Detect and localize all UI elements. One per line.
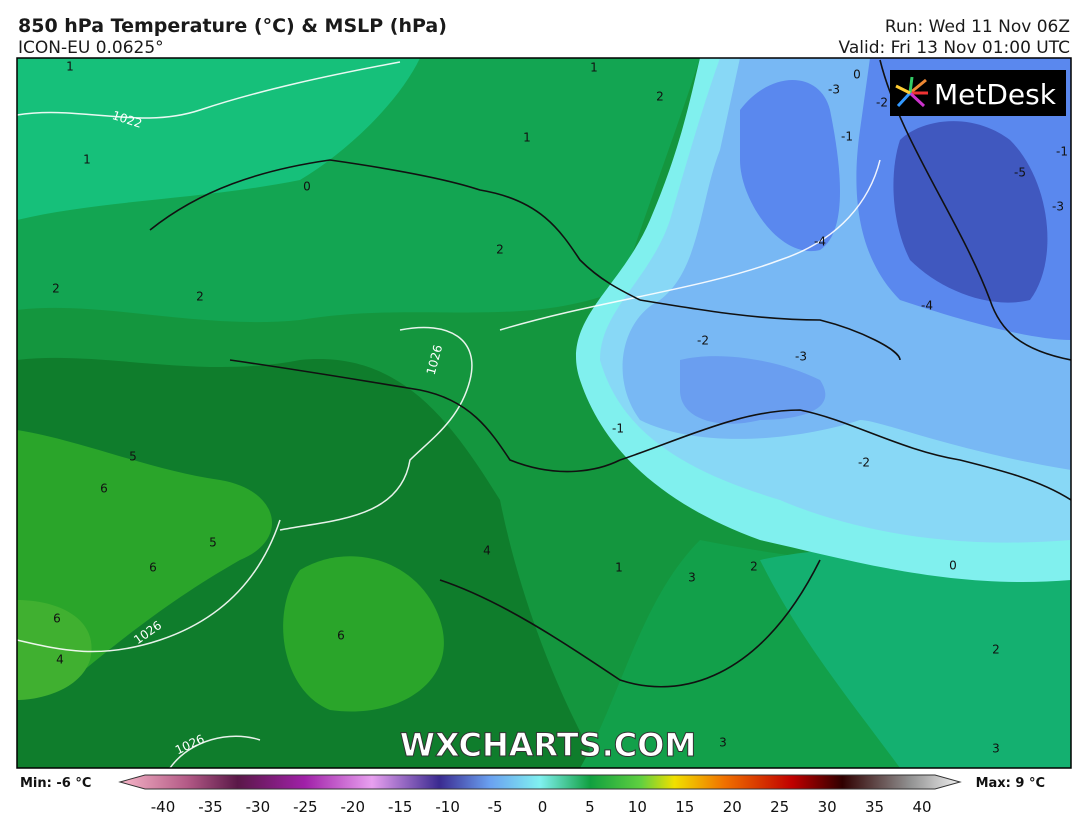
isotherm-label: -1	[1056, 145, 1068, 159]
isotherm-label: 4	[56, 653, 64, 667]
colorbar-tick-label: 30	[818, 798, 837, 816]
logo-mark	[895, 76, 928, 108]
isotherm-label: 6	[337, 629, 345, 643]
valid: Valid: Fri 13 Nov 01:00 UTC	[839, 38, 1070, 58]
isotherm-label: 6	[100, 482, 108, 496]
colorbar-tick-label: 15	[675, 798, 694, 816]
isotherm-label: 5	[129, 450, 137, 464]
colorbar-tick-label: -25	[293, 798, 318, 816]
isotherm-label: 1	[83, 153, 91, 167]
isotherm-label: 2	[992, 643, 1000, 657]
legend-min: Min: -6 °C	[20, 776, 91, 791]
run: Run: Wed 11 Nov 06Z	[885, 17, 1070, 37]
isotherm-label: -2	[876, 96, 888, 110]
watermark: WXCHARTS.COM	[400, 726, 697, 764]
isotherm-label: -3	[828, 83, 840, 97]
isotherm-label: 2	[750, 560, 758, 574]
isotherm-label: 6	[53, 612, 61, 626]
colorbar-tick-label: 5	[585, 798, 595, 816]
isotherm-label: 3	[688, 571, 696, 585]
isotherm-label: -1	[841, 130, 853, 144]
isotherm-label: 3	[719, 736, 727, 750]
colorbar-tick-label: 40	[912, 798, 931, 816]
isotherm-label: 1	[66, 60, 74, 74]
isotherm-label: 5	[209, 536, 217, 550]
isotherm-label: 2	[52, 282, 60, 296]
isotherm-label: -5	[1014, 166, 1026, 180]
colorbar	[118, 774, 962, 790]
isotherm-label: 4	[483, 544, 491, 558]
isotherm-label: -3	[795, 350, 807, 364]
colorbar-tick-label: 35	[865, 798, 884, 816]
isotherm-label: -4	[921, 299, 933, 313]
isotherm-label: 1	[615, 561, 623, 575]
legend-max: Max: 9 °C	[976, 776, 1045, 791]
colorbar-tick-label: -40	[151, 798, 176, 816]
isotherm-label: 1	[590, 61, 598, 75]
title: 850 hPa Temperature (°C) & MSLP (hPa)	[18, 15, 447, 37]
isotherm-label: -2	[697, 334, 709, 348]
colorbar-tick-label: 20	[723, 798, 742, 816]
colorbar-tick-label: -5	[488, 798, 503, 816]
isotherm-label: -1	[612, 422, 624, 436]
isotherm-label: -4	[814, 235, 826, 249]
isotherm-label: 3	[992, 742, 1000, 756]
isotherm-label: 2	[196, 290, 204, 304]
map-frame	[16, 57, 1072, 769]
colorbar-tick-label: -20	[341, 798, 366, 816]
colorbar-tick-label: -35	[198, 798, 223, 816]
colorbar-tick-label: 10	[628, 798, 647, 816]
colorbar-tick-label: 25	[770, 798, 789, 816]
map	[17, 58, 1071, 768]
isotherm-label: 0	[853, 68, 861, 82]
isotherm-label: 2	[496, 243, 504, 257]
colorbar-tick-label: -10	[435, 798, 460, 816]
isotherm-label: 2	[656, 90, 664, 104]
logo-text: MetDesk	[934, 78, 1057, 111]
colorbar-tick-label: -15	[388, 798, 413, 816]
model: ICON-EU 0.0625°	[18, 38, 164, 58]
colorbar-tick-label: -30	[246, 798, 271, 816]
isotherm-label: 0	[303, 180, 311, 194]
isotherm-label: 6	[149, 561, 157, 575]
isotherm-label: -3	[1052, 200, 1064, 214]
colorbar-tick-label: 0	[538, 798, 548, 816]
isotherm-label: -2	[858, 456, 870, 470]
isotherm-label: 1	[523, 131, 531, 145]
isotherm-label: 0	[949, 559, 957, 573]
